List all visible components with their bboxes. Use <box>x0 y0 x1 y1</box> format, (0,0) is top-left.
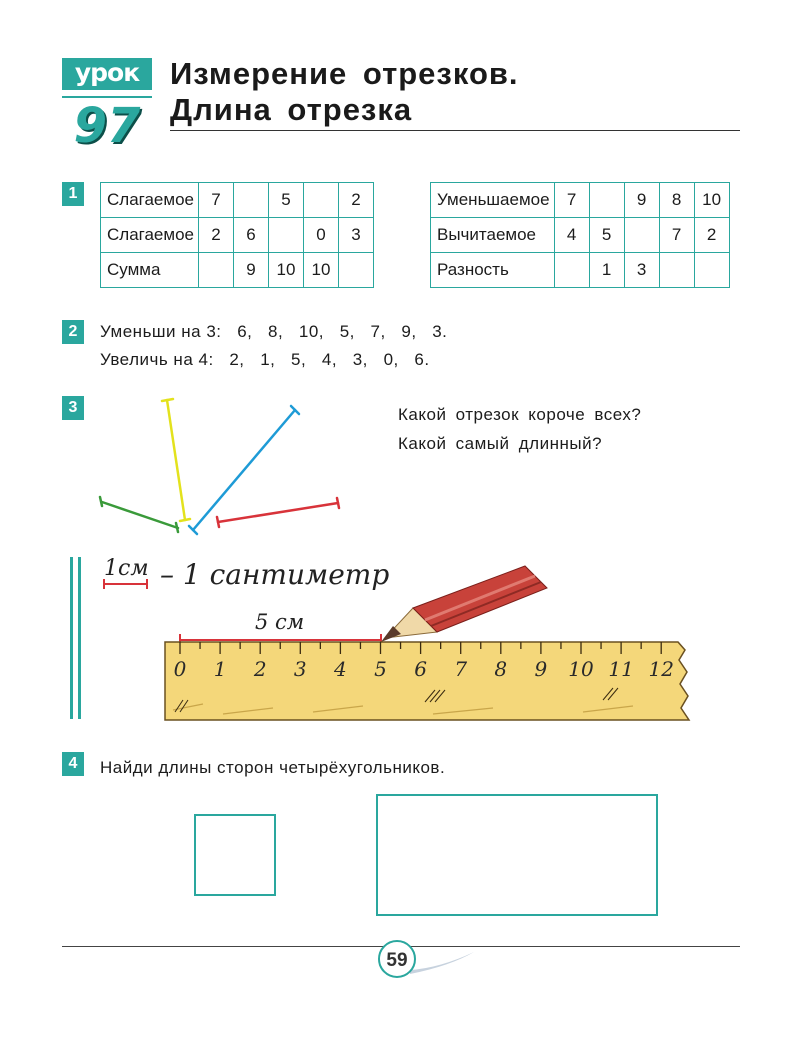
title-line-1: Измерение отрезков. <box>170 56 519 91</box>
subtraction-table: Уменьшаемое 7 9 8 10 Вычитаемое 4 5 7 2 … <box>430 182 730 288</box>
table-cell: Слагаемое <box>100 182 199 218</box>
quadrilateral-square <box>194 814 276 896</box>
cm-sample-tick-left <box>103 579 105 589</box>
title-underline <box>170 130 740 131</box>
lesson-tag: урок <box>62 58 152 90</box>
table-cell: Разность <box>430 252 555 288</box>
ruler-label: 2 <box>253 657 267 681</box>
table-cell: 8 <box>658 182 695 218</box>
task4-text: Найди длины сторон четырёхугольников. <box>100 758 446 777</box>
ruler-labels: 0 1 2 3 4 5 6 7 8 9 10 11 12 <box>174 657 674 681</box>
table-cell: 9 <box>623 182 660 218</box>
ruler-label: 11 <box>608 657 633 681</box>
five-cm-segment <box>180 639 381 641</box>
task-number-3: 3 <box>62 396 84 420</box>
table-cell: 10 <box>267 252 304 288</box>
task-number-2: 2 <box>62 320 84 344</box>
table-cell: 2 <box>693 217 730 253</box>
table-cell: Уменьшаемое <box>430 182 555 218</box>
table-cell <box>553 252 590 288</box>
table-row: Слагаемое 2 6 0 3 <box>100 217 374 253</box>
red-segment <box>215 496 341 529</box>
cm-definition: – 1 сантиметр <box>160 558 390 591</box>
table-cell: 6 <box>232 217 269 253</box>
ruler-ticks <box>179 642 662 654</box>
ruler-label: 7 <box>454 657 467 681</box>
rule-bar-right <box>78 557 81 719</box>
table-cell: 10 <box>693 182 730 218</box>
addition-table: Слагаемое 7 5 2 Слагаемое 2 6 0 3 Сумма … <box>100 182 374 288</box>
table-cell <box>337 252 374 288</box>
table-row: Разность 1 3 <box>430 252 730 288</box>
table-row: Вычитаемое 4 5 7 2 <box>430 217 730 253</box>
table-cell: 2 <box>197 217 234 253</box>
five-cm-tick-left <box>179 634 181 645</box>
lesson-divider <box>62 96 152 98</box>
table-cell <box>623 217 660 253</box>
table-cell: 0 <box>302 217 339 253</box>
table-cell: Слагаемое <box>100 217 199 253</box>
ruler-label: 5 <box>374 657 387 681</box>
segments-figure <box>98 397 341 536</box>
table-cell: 4 <box>553 217 590 253</box>
table-row: Слагаемое 7 5 2 <box>100 182 374 218</box>
table-cell <box>232 182 269 218</box>
table-cell: 5 <box>267 182 304 218</box>
quadrilateral-rectangle <box>376 794 658 916</box>
ruler-label: 0 <box>174 657 187 681</box>
ruler-label: 12 <box>648 657 673 681</box>
table-cell: 3 <box>337 217 374 253</box>
table-cell <box>658 252 695 288</box>
task-number-1: 1 <box>62 182 84 206</box>
task3-questions: Какой отрезок короче всех? Какой самый д… <box>398 400 641 458</box>
table-cell <box>693 252 730 288</box>
title-line-2: Длина отрезка <box>170 92 413 127</box>
green-segment <box>98 495 180 534</box>
table-row: Сумма 9 10 10 <box>100 252 374 288</box>
cm-sample-segment <box>104 583 148 585</box>
table-cell: 1 <box>588 252 625 288</box>
ruler-label: 10 <box>568 657 594 681</box>
ruler: 0 1 2 3 4 5 6 7 8 9 10 11 12 <box>164 641 691 721</box>
task3-question-2: Какой самый длинный? <box>398 434 603 453</box>
table-cell <box>267 217 304 253</box>
table-cell: 7 <box>658 217 695 253</box>
table-cell: 9 <box>232 252 269 288</box>
table-cell: 3 <box>623 252 660 288</box>
table-cell: 10 <box>302 252 339 288</box>
page-number: 59 <box>378 940 416 978</box>
table-cell <box>588 182 625 218</box>
five-cm-tick-right <box>380 634 382 645</box>
table-cell <box>197 252 234 288</box>
ruler-label: 3 <box>294 657 307 681</box>
ruler-label: 1 <box>214 657 227 681</box>
ruler-label: 8 <box>494 657 507 681</box>
lesson-number: 97 <box>73 98 141 154</box>
table-row: Уменьшаемое 7 9 8 10 <box>430 182 730 218</box>
ruler-label: 4 <box>333 657 347 681</box>
task3-question-1: Какой отрезок короче всех? <box>398 405 642 424</box>
ruler-label: 6 <box>414 657 427 681</box>
table-cell: 2 <box>337 182 374 218</box>
table-cell: 5 <box>588 217 625 253</box>
yellow-segment <box>160 397 192 523</box>
task-number-4: 4 <box>62 752 84 776</box>
blue-segment <box>187 404 301 536</box>
ruler-label: 9 <box>535 657 548 681</box>
pencil-icon <box>381 565 548 642</box>
cm-sample-tick-right <box>146 579 148 589</box>
task2-line-2: Увеличь на 4: 2, 1, 5, 4, 3, 0, 6. <box>100 350 430 369</box>
page-number-swoosh <box>410 952 474 974</box>
five-cm-label: 5 см <box>255 610 305 634</box>
task2-line-1: Уменьши на 3: 6, 8, 10, 5, 7, 9, 3. <box>100 322 448 341</box>
page-title: Измерение отрезков. Длина отрезка <box>170 56 519 128</box>
table-cell: Сумма <box>100 252 199 288</box>
table-cell: Вычитаемое <box>430 217 555 253</box>
cm-abbreviation: 1см <box>104 556 149 581</box>
rule-bar-left <box>70 557 73 719</box>
table-cell: 7 <box>197 182 234 218</box>
table-cell <box>302 182 339 218</box>
table-cell: 7 <box>553 182 590 218</box>
